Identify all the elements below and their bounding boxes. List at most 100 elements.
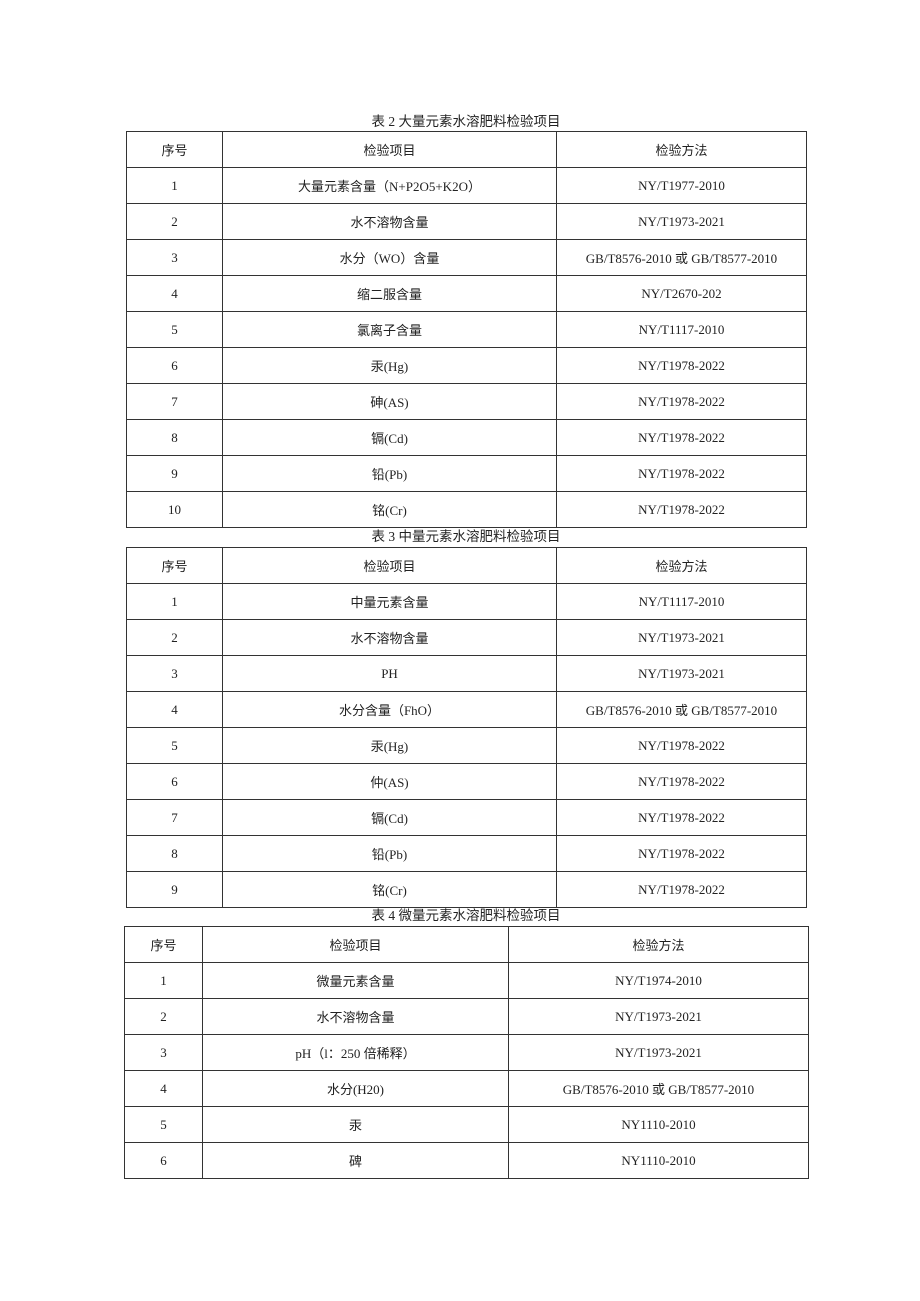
cell-item: 氯离子含量: [222, 311, 557, 348]
table-4: 序号 检验项目 检验方法 1 微量元素含量 NY/T1974-2010 2 水不溶物含量 NY/…: [124, 926, 809, 1179]
cell-index: 4: [124, 1070, 203, 1107]
cell-item: 水分含量（FhO）: [222, 691, 557, 728]
cell-method: NY/T1978-2022: [556, 799, 807, 836]
cell-item: 水分(H20): [202, 1070, 509, 1107]
table-row: 10 铭(Cr) NY/T1978-2022: [126, 491, 807, 528]
table-row: 1 中量元素含量 NY/T1117-2010: [126, 583, 807, 620]
cell-index: 9: [126, 455, 223, 492]
cell-index: 1: [124, 962, 203, 999]
table-row: 9 铭(Cr) NY/T1978-2022: [126, 871, 807, 908]
table-row: 4 水分(H20) GB/T8576-2010 或 GB/T8577-2010: [124, 1070, 809, 1107]
cell-item: 仲(AS): [222, 763, 557, 800]
table-row: 4 缩二服含量 NY/T2670-202: [126, 275, 807, 312]
header-cell-method: 检验方法: [556, 547, 807, 584]
table-row: 5 汞(Hg) NY/T1978-2022: [126, 727, 807, 764]
cell-index: 3: [126, 239, 223, 276]
cell-index: 1: [126, 167, 223, 204]
header-cell-index: 序号: [126, 547, 223, 584]
header-cell-method: 检验方法: [556, 131, 807, 168]
cell-item: 水不溶物含量: [222, 203, 557, 240]
cell-index: 6: [124, 1142, 203, 1179]
cell-item: 中量元素含量: [222, 583, 557, 620]
table-row: 8 铅(Pb) NY/T1978-2022: [126, 835, 807, 872]
cell-item: 水分（WO）含量: [222, 239, 557, 276]
table-3: 序号 检验项目 检验方法 1 中量元素含量 NY/T1117-2010 2 水不溶物含量 NY/…: [126, 547, 807, 908]
cell-method: NY1110-2010: [508, 1106, 809, 1143]
cell-item: 铅(Pb): [222, 455, 557, 492]
cell-item: PH: [222, 655, 557, 692]
cell-method: NY/T1974-2010: [508, 962, 809, 999]
cell-method: NY/T1978-2022: [556, 835, 807, 872]
cell-method: NY/T1977-2010: [556, 167, 807, 204]
cell-index: 5: [126, 727, 223, 764]
cell-index: 2: [126, 203, 223, 240]
cell-item: 碑: [202, 1142, 509, 1179]
table-row: 5 氯离子含量 NY/T1117-2010: [126, 311, 807, 348]
table-row: 2 水不溶物含量 NY/T1973-2021: [126, 203, 807, 240]
cell-index: 5: [126, 311, 223, 348]
cell-item: 汞: [202, 1106, 509, 1143]
cell-method: NY/T1978-2022: [556, 419, 807, 456]
table-3-caption: 表 3 中量元素水溶肥料检验项目: [371, 529, 561, 544]
cell-item: 汞(Hg): [222, 727, 557, 764]
cell-index: 10: [126, 491, 223, 528]
header-cell-item: 检验项目: [222, 131, 557, 168]
cell-method: NY/T2670-202: [556, 275, 807, 312]
table-row: 7 镉(Cd) NY/T1978-2022: [126, 799, 807, 836]
table-row: 3 PH NY/T1973-2021: [126, 655, 807, 692]
cell-index: 6: [126, 763, 223, 800]
cell-item: 铭(Cr): [222, 491, 557, 528]
header-row: 序号 检验项目 检验方法: [126, 131, 807, 168]
cell-item: 大量元素含量（N+P2O5+K2O）: [222, 167, 557, 204]
cell-index: 4: [126, 275, 223, 312]
cell-index: 1: [126, 583, 223, 620]
cell-item: 水不溶物含量: [202, 998, 509, 1035]
cell-method: NY/T1117-2010: [556, 311, 807, 348]
cell-method: GB/T8576-2010 或 GB/T8577-2010: [556, 239, 807, 276]
cell-method: NY/T1973-2021: [508, 1034, 809, 1071]
cell-item: 汞(Hg): [222, 347, 557, 384]
cell-item: 微量元素含量: [202, 962, 509, 999]
cell-method: NY/T1978-2022: [556, 491, 807, 528]
cell-item: 缩二服含量: [222, 275, 557, 312]
cell-index: 6: [126, 347, 223, 384]
table-2-caption: 表 2 大量元素水溶肥料检验项目: [371, 114, 561, 129]
table-row: 1 大量元素含量（N+P2O5+K2O） NY/T1977-2010: [126, 167, 807, 204]
table-row: 2 水不溶物含量 NY/T1973-2021: [126, 619, 807, 656]
cell-index: 7: [126, 799, 223, 836]
table-row: 3 pH（l：250 倍稀释） NY/T1973-2021: [124, 1034, 809, 1071]
table-row: 5 汞 NY1110-2010: [124, 1106, 809, 1143]
cell-item: 镉(Cd): [222, 799, 557, 836]
cell-index: 7: [126, 383, 223, 420]
header-row: 序号 检验项目 检验方法: [126, 547, 807, 584]
table-row: 9 铅(Pb) NY/T1978-2022: [126, 455, 807, 492]
cell-method: NY/T1978-2022: [556, 347, 807, 384]
cell-index: 4: [126, 691, 223, 728]
header-cell-item: 检验项目: [222, 547, 557, 584]
cell-item: 铅(Pb): [222, 835, 557, 872]
cell-index: 5: [124, 1106, 203, 1143]
cell-item: 砷(AS): [222, 383, 557, 420]
table-row: 2 水不溶物含量 NY/T1973-2021: [124, 998, 809, 1035]
cell-method: NY/T1978-2022: [556, 383, 807, 420]
cell-method: NY/T1978-2022: [556, 455, 807, 492]
header-cell-index: 序号: [126, 131, 223, 168]
cell-method: NY/T1978-2022: [556, 727, 807, 764]
table-row: 1 微量元素含量 NY/T1974-2010: [124, 962, 809, 999]
cell-method: NY/T1973-2021: [556, 619, 807, 656]
cell-index: 3: [126, 655, 223, 692]
cell-item: 水不溶物含量: [222, 619, 557, 656]
table-row: 3 水分（WO）含量 GB/T8576-2010 或 GB/T8577-2010: [126, 239, 807, 276]
cell-method: NY/T1973-2021: [508, 998, 809, 1035]
cell-method: NY1110-2010: [508, 1142, 809, 1179]
cell-method: NY/T1978-2022: [556, 871, 807, 908]
cell-index: 9: [126, 871, 223, 908]
table-row: 6 汞(Hg) NY/T1978-2022: [126, 347, 807, 384]
table-row: 6 碑 NY1110-2010: [124, 1142, 809, 1179]
table-row: 7 砷(AS) NY/T1978-2022: [126, 383, 807, 420]
cell-index: 3: [124, 1034, 203, 1071]
cell-method: GB/T8576-2010 或 GB/T8577-2010: [556, 691, 807, 728]
header-cell-method: 检验方法: [508, 926, 809, 963]
header-cell-index: 序号: [124, 926, 203, 963]
cell-method: NY/T1973-2021: [556, 655, 807, 692]
